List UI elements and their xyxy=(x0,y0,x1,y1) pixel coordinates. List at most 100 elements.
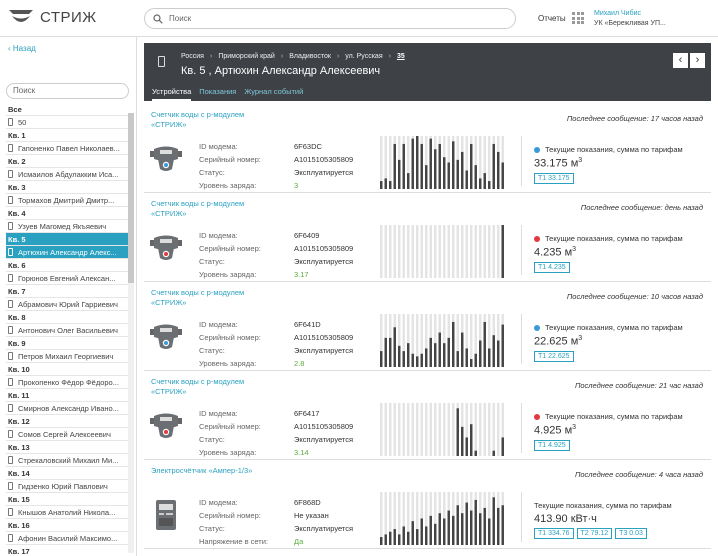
apartment-group-header[interactable]: Кв. 7 xyxy=(6,285,128,298)
tariff-badge[interactable]: Т1 4.925 xyxy=(534,439,570,451)
device-title[interactable]: Счетчик воды с р-модулем «СТРИЖ» xyxy=(151,199,244,219)
device-title[interactable]: Счетчик воды с р-модулем «СТРИЖ» xyxy=(151,288,244,308)
property-row: ID модема: 6F6409 xyxy=(199,229,379,242)
tab-readings[interactable]: Показания xyxy=(199,87,237,96)
device-title[interactable]: Электросчётчик «Ампер-1/3» xyxy=(151,466,252,476)
apartment-owner-label: Кнышов Анатолий Никола... xyxy=(18,507,116,517)
apartment-list-item[interactable]: Прокопенко Фёдор Фёдоро... xyxy=(6,376,128,389)
history-bar-background xyxy=(452,403,455,456)
tab-event-log[interactable]: Журнал событий xyxy=(244,87,304,96)
reading-label: Текущие показания, сумма по тарифам xyxy=(534,323,683,332)
apartment-list: Все 50 Кв. 1 Гапоненко Павел Николаев... Кв.… xyxy=(6,103,128,556)
logo[interactable]: СТРИЖ xyxy=(8,8,97,26)
history-bar xyxy=(447,510,450,545)
property-value: 6F63DC xyxy=(294,142,322,151)
apartment-group-header[interactable]: Кв. 14 xyxy=(6,467,128,480)
apartment-list-item[interactable]: Петров Михаил Георгиевич xyxy=(6,350,128,363)
apartment-group-header[interactable]: Кв. 11 xyxy=(6,389,128,402)
reports-link[interactable]: Отчеты xyxy=(538,14,566,23)
column-divider xyxy=(521,403,522,453)
page-title: Кв. 5 , Артюхин Александр Алексеевич xyxy=(181,65,381,77)
history-bar-background xyxy=(411,314,414,367)
apartment-group-header[interactable]: Кв. 15 xyxy=(6,493,128,506)
next-apartment-button[interactable]: › xyxy=(690,53,705,68)
sidebar-scrollbar[interactable] xyxy=(128,113,134,553)
apartment-group-header[interactable]: Кв. 2 xyxy=(6,155,128,168)
apartment-group-header[interactable]: Кв. 1 xyxy=(6,129,128,142)
reading-unit-exponent: 3 xyxy=(572,246,577,253)
global-search-input[interactable]: Поиск xyxy=(144,8,516,29)
history-bar xyxy=(407,173,410,189)
prev-apartment-button[interactable]: ‹ xyxy=(673,53,688,68)
apartment-list-item[interactable]: Смирнов Александр Ивано... xyxy=(6,402,128,415)
history-bar-background xyxy=(429,403,432,456)
breadcrumb-house[interactable]: 35 xyxy=(396,53,405,60)
tariff-badge[interactable]: Т1 33.175 xyxy=(534,172,574,184)
meter-icon xyxy=(8,300,13,308)
apartment-list-item[interactable]: 50 xyxy=(6,116,128,129)
apartment-list-item[interactable]: Гидзенко Юрий Павлович xyxy=(6,480,128,493)
history-bar xyxy=(443,518,446,545)
chevron-right-icon: › xyxy=(388,53,391,60)
apartment-owner-label: Гидзенко Юрий Павлович xyxy=(18,481,108,491)
breadcrumb-region[interactable]: Приморский край xyxy=(218,53,275,60)
tariff-badge[interactable]: Т2 79.12 xyxy=(576,528,613,539)
history-bar-background xyxy=(479,403,482,456)
apartment-group-header[interactable]: Кв. 13 xyxy=(6,441,128,454)
tariff-badge[interactable]: Т3 0.03 xyxy=(615,528,647,539)
apartment-group-header[interactable]: Кв. 16 xyxy=(6,519,128,532)
property-value: 2.8 xyxy=(294,359,305,368)
apartment-group-header[interactable]: Кв. 8 xyxy=(6,311,128,324)
history-bar xyxy=(447,337,450,367)
apartment-list-item[interactable]: Тормахов Дмитрий Дмитр... xyxy=(6,194,128,207)
property-value: A1015105305809 xyxy=(294,422,354,431)
breadcrumb-city[interactable]: Владивосток xyxy=(289,53,331,60)
apartment-group-header[interactable]: Кв. 10 xyxy=(6,363,128,376)
apartment-owner-label: Петров Михаил Георгиевич xyxy=(18,351,114,361)
apartment-list-item[interactable]: Артюхин Александр Алекс... xyxy=(6,246,128,259)
device-title[interactable]: Счетчик воды с р-модулем «СТРИЖ» xyxy=(151,110,244,130)
history-bar xyxy=(429,138,432,189)
apartment-list-item[interactable]: Афонин Василий Максимо... xyxy=(6,532,128,545)
apartment-list-item[interactable]: Горюнов Евгений Алексан... xyxy=(6,272,128,285)
history-bar-background xyxy=(425,492,428,545)
apartment-group-header[interactable]: Кв. 6 xyxy=(6,259,128,272)
apartment-list-item[interactable]: Абрамович Юрий Гарриевич xyxy=(6,298,128,311)
back-link[interactable]: ‹ Назад xyxy=(8,44,36,53)
history-bar-background xyxy=(407,314,410,367)
apartment-group-header[interactable]: Кв. 9 xyxy=(6,337,128,350)
history-bar-background xyxy=(398,492,401,545)
tariff-list: Т1 22.625 xyxy=(534,350,683,362)
sidebar-search-input[interactable]: Поиск xyxy=(6,83,129,99)
history-bar xyxy=(447,162,450,189)
apartment-list-item[interactable]: Стрекаловский Михаил Ми... xyxy=(6,454,128,467)
device-title[interactable]: Счетчик воды с р-модулем «СТРИЖ» xyxy=(151,377,244,397)
apartment-group-header[interactable]: Кв. 4 xyxy=(6,207,128,220)
tariff-badge[interactable]: Т1 4.235 xyxy=(534,261,570,273)
apartment-group-header[interactable]: Кв. 3 xyxy=(6,181,128,194)
apartment-group-header[interactable]: Все xyxy=(6,103,128,116)
property-label: Серийный номер: xyxy=(199,333,261,342)
scrollbar-thumb[interactable] xyxy=(128,113,134,283)
apartment-group-header[interactable]: Кв. 12 xyxy=(6,415,128,428)
tariff-badge[interactable]: Т1 22.625 xyxy=(534,350,574,362)
apps-grid-icon[interactable] xyxy=(572,12,584,24)
water-meter-icon xyxy=(150,413,182,438)
tab-devices[interactable]: Устройства xyxy=(152,84,192,101)
reading-value-text: 33.175 м xyxy=(534,157,579,170)
apartment-list-item[interactable]: Исмаилов Абдулакким Иса... xyxy=(6,168,128,181)
apartment-list-item[interactable]: Кнышов Анатолий Никола... xyxy=(6,506,128,519)
meter-icon xyxy=(8,482,13,490)
apartment-list-item[interactable]: Антонович Олег Васильевич xyxy=(6,324,128,337)
current-reading: Текущие показания, сумма по тарифам 413.9… xyxy=(534,501,672,539)
apartment-list-item[interactable]: Узуев Магомед Якъяевич xyxy=(6,220,128,233)
apartment-list-item[interactable]: Гапоненко Павел Николаев... xyxy=(6,142,128,155)
apartment-group-header[interactable]: Кв. 17 xyxy=(6,545,128,556)
user-menu[interactable]: Михаил Чибис УК «Бережливая УП... xyxy=(594,9,666,29)
breadcrumb-street[interactable]: ул. Русская xyxy=(345,53,383,60)
breadcrumb-country[interactable]: Россия xyxy=(181,53,204,60)
tariff-badge[interactable]: Т1 334.76 xyxy=(534,528,574,539)
apartment-group-header[interactable]: Кв. 5 xyxy=(6,233,128,246)
property-label: Уровень заряда: xyxy=(199,270,257,279)
apartment-list-item[interactable]: Сомов Сергей Алексеевич xyxy=(6,428,128,441)
